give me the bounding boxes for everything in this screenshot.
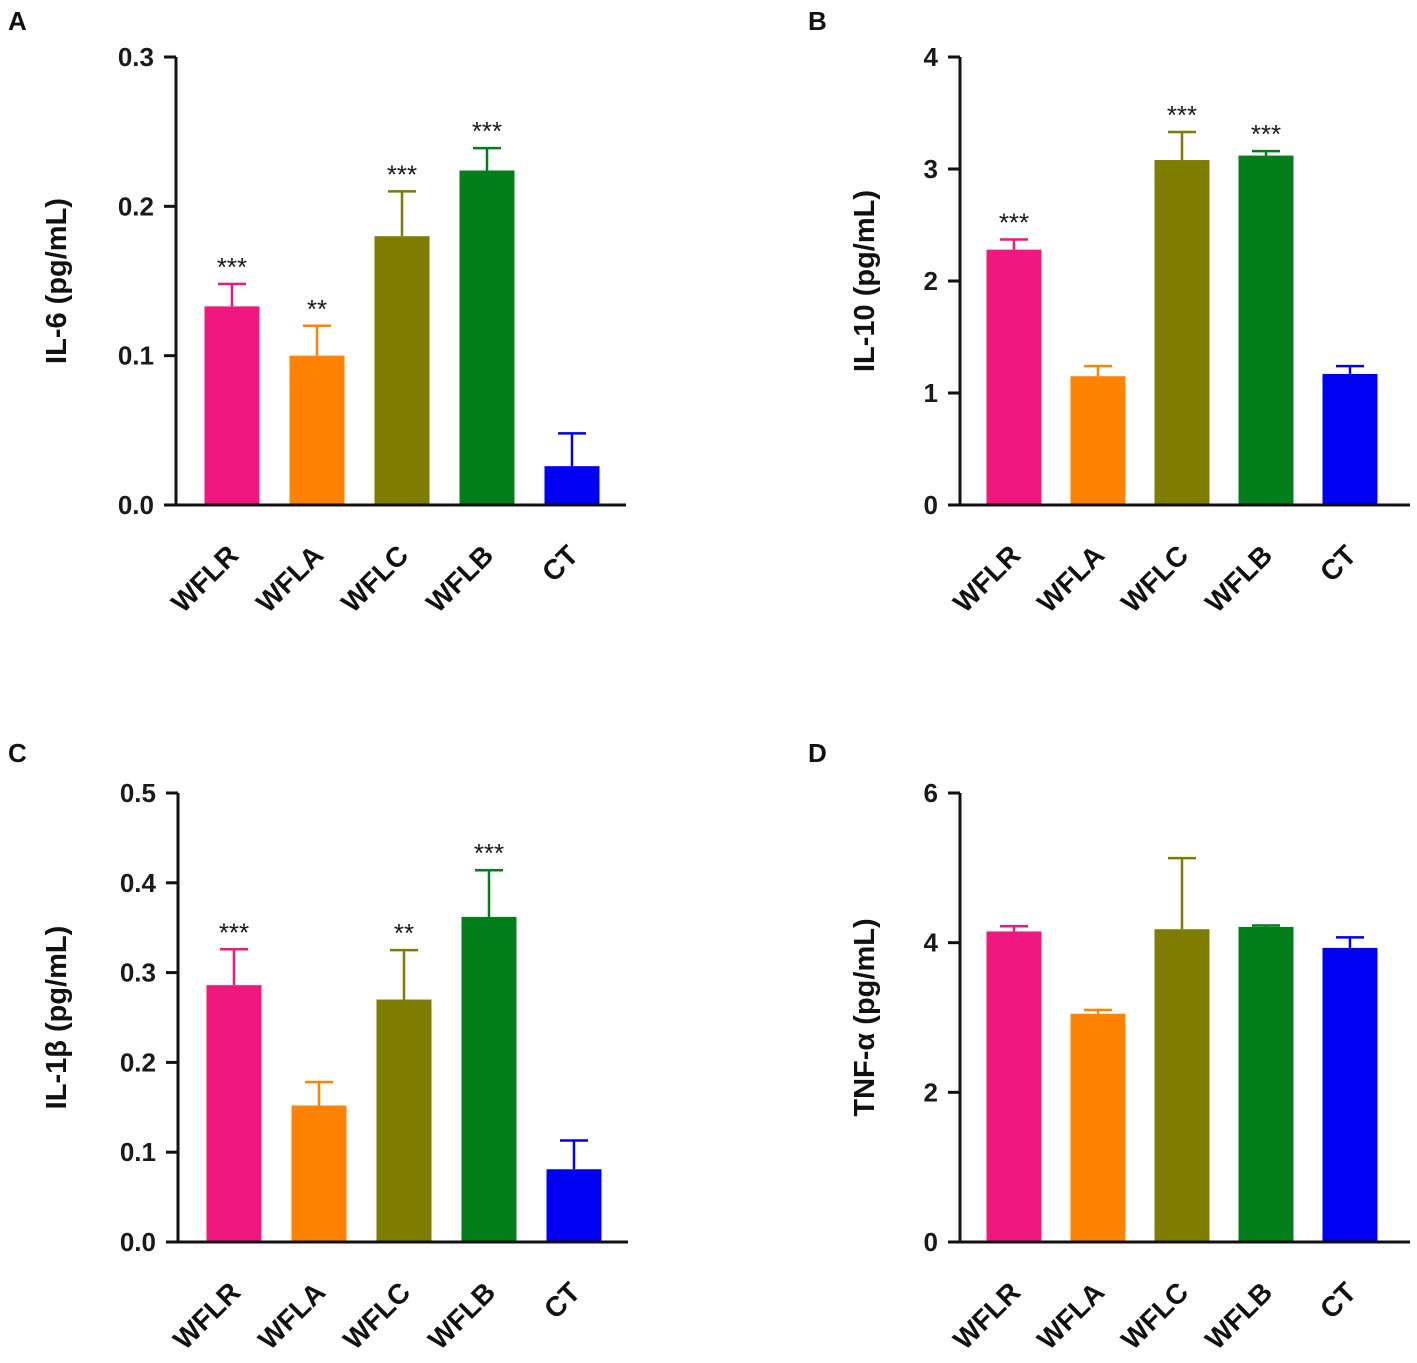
significance-label: *** <box>217 252 247 282</box>
bar-wflr <box>206 985 262 1242</box>
bar-wflr <box>204 306 260 505</box>
x-tick-label: WFLC <box>1115 539 1194 618</box>
bar-wflc <box>376 999 432 1242</box>
x-tick-label: WFLA <box>250 539 329 618</box>
y-tick-label: 3 <box>924 154 938 184</box>
x-tick-label: WFLA <box>252 1276 331 1355</box>
bar-ct <box>1322 373 1378 505</box>
x-tick-label: CT <box>1314 539 1362 587</box>
x-tick-label: CT <box>1314 1276 1362 1324</box>
panel-letter: B <box>808 6 827 36</box>
x-tick-label: WFLB <box>1199 1276 1278 1355</box>
significance-label: *** <box>219 917 249 947</box>
significance-label: *** <box>1167 100 1197 130</box>
bar-wflb <box>459 170 515 505</box>
significance-label: *** <box>472 116 502 146</box>
panel-B: B *** WFLR WFLA *** WFLC *** WFLB CT 0 1 2 3 4 IL-10 (… <box>808 6 1410 618</box>
bar-wflr <box>986 249 1042 505</box>
y-tick-label: 0.0 <box>118 490 154 520</box>
bar-wfla <box>291 1105 347 1242</box>
significance-label: ** <box>394 918 414 948</box>
y-tick-label: 6 <box>924 778 938 808</box>
bar-wfla <box>1070 1013 1126 1242</box>
significance-label: *** <box>474 838 504 868</box>
y-tick-label: 0.1 <box>120 1137 156 1167</box>
panel-A: A *** WFLR ** WFLA *** WFLC *** WFLB CT 0.0 0.1 0.2 0… <box>8 6 626 618</box>
bar-ct <box>546 1169 602 1242</box>
bar-wflb <box>1238 155 1294 505</box>
x-tick-label: WFLR <box>947 1276 1026 1355</box>
y-axis-title: IL-6 (pg/mL) <box>41 198 73 364</box>
significance-label: *** <box>387 159 417 189</box>
y-tick-label: 0.2 <box>118 191 154 221</box>
x-tick-label: WFLA <box>1031 539 1110 618</box>
bar-wflc <box>1154 929 1210 1242</box>
y-tick-label: 0 <box>924 1227 938 1257</box>
y-tick-label: 0.3 <box>118 42 154 72</box>
bar-wflc <box>374 236 430 505</box>
x-tick-label: WFLR <box>167 1276 246 1355</box>
panel-letter: C <box>8 738 27 768</box>
bar-wflb <box>1238 926 1294 1242</box>
y-tick-label: 1 <box>924 378 938 408</box>
significance-label: *** <box>1251 119 1281 149</box>
x-tick-label: WFLR <box>165 539 244 618</box>
y-axis-title: TNF-α (pg/mL) <box>849 918 881 1116</box>
bar-wflr <box>986 931 1042 1242</box>
x-tick-label: CT <box>536 539 584 587</box>
x-tick-label: WFLC <box>1115 1276 1194 1355</box>
panel-letter: D <box>808 738 827 768</box>
x-tick-label: WFLB <box>1199 539 1278 618</box>
panel-C: C *** WFLR WFLA ** WFLC *** WFLB CT 0.0 0.1 0.2 0.3 0… <box>8 738 628 1355</box>
y-tick-label: 0.2 <box>120 1047 156 1077</box>
y-tick-label: 0.5 <box>120 778 156 808</box>
bar-wflc <box>1154 160 1210 506</box>
y-tick-label: 2 <box>924 1077 938 1107</box>
bar-wfla <box>1070 376 1126 505</box>
y-tick-label: 0.3 <box>120 958 156 988</box>
y-tick-label: 0 <box>924 490 938 520</box>
bar-wflb <box>461 916 517 1242</box>
y-tick-label: 4 <box>924 928 939 958</box>
y-tick-label: 2 <box>924 266 938 296</box>
significance-label: ** <box>307 294 327 324</box>
x-tick-label: WFLB <box>420 539 499 618</box>
y-tick-label: 0.4 <box>120 868 157 898</box>
bar-ct <box>1322 947 1378 1242</box>
bar-ct <box>544 466 600 505</box>
y-axis-title: IL-1β (pg/mL) <box>41 926 73 1110</box>
x-tick-label: WFLR <box>947 539 1026 618</box>
y-axis-title: IL-10 (pg/mL) <box>849 190 881 372</box>
x-tick-label: WFLB <box>422 1276 501 1355</box>
x-tick-label: CT <box>538 1276 586 1324</box>
y-tick-label: 0.0 <box>120 1227 156 1257</box>
x-tick-label: WFLC <box>335 539 414 618</box>
panel-letter: A <box>8 6 27 36</box>
significance-label: *** <box>999 208 1029 238</box>
y-tick-label: 4 <box>924 42 939 72</box>
y-tick-label: 0.1 <box>118 341 154 371</box>
x-tick-label: WFLA <box>1031 1276 1110 1355</box>
x-tick-label: WFLC <box>337 1276 416 1355</box>
bar-wfla <box>289 355 345 505</box>
panel-D: D WFLR WFLA WFLC WFLB CT 0 2 4 6 TNF-α (pg/mL) <box>808 738 1410 1355</box>
